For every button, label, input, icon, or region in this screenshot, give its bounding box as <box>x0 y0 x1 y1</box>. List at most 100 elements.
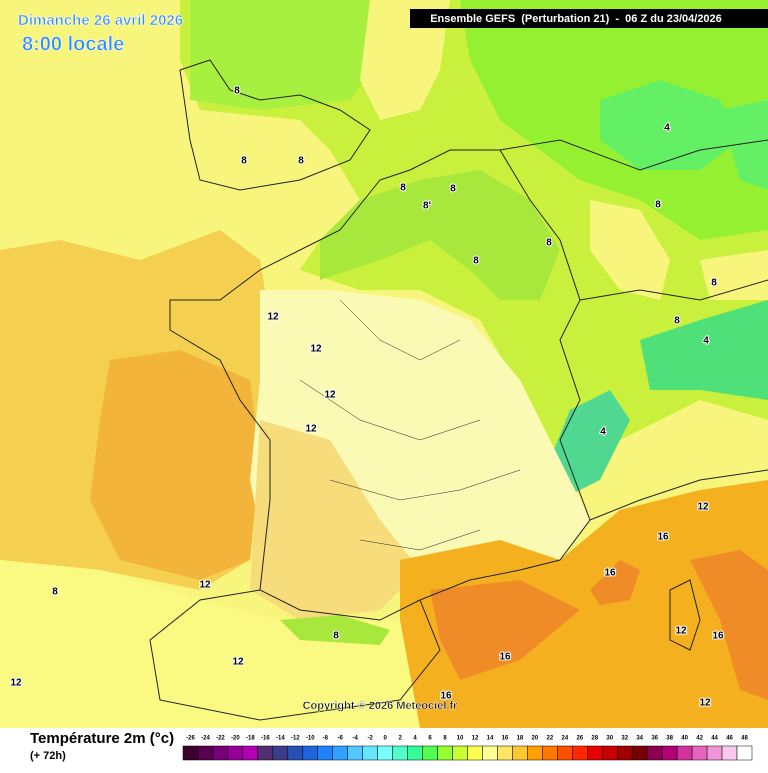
contour-label: 16 <box>657 532 669 543</box>
contour-label: 12 <box>697 502 709 513</box>
legend-tick-label: 26 <box>576 736 583 742</box>
legend-swatch <box>197 745 214 761</box>
legend-tick-label: -8 <box>323 736 329 742</box>
legend-swatch <box>332 745 348 761</box>
legend-tick-label: 24 <box>561 736 568 742</box>
legend-tick-label: 46 <box>726 736 733 742</box>
legend-tick-label: -20 <box>231 736 240 742</box>
legend-tick-label: 4 <box>413 736 417 742</box>
legend-swatch <box>392 745 408 761</box>
legend-tick-label: 32 <box>621 736 628 742</box>
legend-swatch <box>377 745 393 761</box>
legend-swatch <box>347 745 363 761</box>
legend-swatch <box>212 745 229 761</box>
contour-label: 12 <box>10 678 22 689</box>
model-box <box>410 9 768 28</box>
model-info: Ensemble GEFS (Perturbation 21) - 06 Z d… <box>430 13 722 25</box>
legend-swatch <box>661 745 678 761</box>
contour-label: 16 <box>712 631 724 642</box>
contour-label: 8 <box>711 278 717 289</box>
legend-swatch <box>676 745 693 761</box>
legend-tick-label: 0 <box>383 736 387 742</box>
legend-tick-label: -22 <box>216 736 225 742</box>
copyright: Copyright © 2026 Meteociel.fr <box>303 700 459 712</box>
legend-tick-label: -14 <box>276 736 285 742</box>
contour-label: 12 <box>305 424 317 435</box>
legend-swatch <box>691 745 708 761</box>
legend-tick-label: 38 <box>666 736 673 742</box>
legend-scale: -26 -24 -22 -20 -18 -16 -14 -12 -10 -8 -6 -4 -2 0 2 4 6 8… <box>182 736 753 761</box>
coastlines-borders <box>149 59 768 721</box>
legend-tick-label: -16 <box>261 736 270 742</box>
legend-swatch <box>512 745 528 761</box>
contour-label: 8 <box>298 156 304 167</box>
legend-tick-label: -4 <box>353 736 359 742</box>
legend-swatch <box>362 745 378 761</box>
legend-swatch <box>242 745 259 761</box>
legend-tick-label: 8 <box>443 736 447 742</box>
legend-swatch <box>437 745 453 761</box>
contour-label: 8 <box>52 587 58 598</box>
legend-swatch <box>721 745 738 761</box>
legend-tick-label: 14 <box>487 736 494 742</box>
legend-swatch <box>631 745 648 761</box>
contour-label: 8 <box>333 631 339 642</box>
legend-swatch <box>572 745 588 761</box>
legend-swatch <box>736 745 753 761</box>
contour-label: 8 <box>241 156 247 167</box>
legend-swatch <box>542 745 558 761</box>
contour-label: 16 <box>440 691 452 702</box>
legend-tick-label: 42 <box>696 736 703 742</box>
legend-tick-label: 16 <box>502 736 509 742</box>
contour-label: 12 <box>232 657 244 668</box>
legend-swatch <box>422 745 438 761</box>
legend-swatch <box>452 745 468 761</box>
contour-label: 8' <box>423 201 431 212</box>
contour-label: 12 <box>199 580 211 591</box>
legend-swatch <box>587 745 603 761</box>
legend-swatch <box>257 745 274 761</box>
legend-swatch <box>182 745 199 761</box>
contour-labels: 8 8 8 8 8 8' 8 8 4 8 8 8 4 4 12 12 12 12 12 16 16 12 8 8 12 16 12 1… <box>9 85 725 710</box>
contour-label: 4 <box>664 123 670 134</box>
contour-label: 16 <box>499 652 511 663</box>
legend-swatch <box>646 745 663 761</box>
map-subtitle: 8:00 locale <box>22 33 124 55</box>
legend-swatch <box>317 745 333 761</box>
contour-label: 4 <box>600 427 606 438</box>
legend-tick-label: 30 <box>606 736 613 742</box>
contour-label: 12 <box>324 390 336 401</box>
legend-tick-label: 18 <box>517 736 524 742</box>
contour-label: 12 <box>267 312 279 323</box>
legend-title: Température 2m (°c) <box>30 730 174 747</box>
legend-swatch <box>287 745 304 761</box>
contour-label: 12 <box>310 344 322 355</box>
legend-swatch <box>706 745 723 761</box>
legend-subtitle: (+ 72h) <box>30 750 66 762</box>
legend-tick-label: -10 <box>306 736 315 742</box>
legend-tick-label: 10 <box>457 736 464 742</box>
legend-tick-label: 6 <box>428 736 432 742</box>
legend-tick-label: 36 <box>651 736 658 742</box>
contour-label: 8 <box>674 316 680 327</box>
legend-swatch <box>527 745 543 761</box>
legend-swatch <box>602 745 618 761</box>
legend-tick-label: -12 <box>291 736 300 742</box>
legend-swatch <box>302 745 319 761</box>
temperature-field <box>0 0 768 728</box>
legend-tick-label: 20 <box>532 736 539 742</box>
contour-label: 8 <box>546 238 552 249</box>
map-title: Dimanche 26 avril 2026 <box>18 12 183 29</box>
legend-tick-label: 12 <box>472 736 479 742</box>
contour-label: 4 <box>703 336 709 347</box>
contour-label: 8 <box>400 183 406 194</box>
legend-swatch <box>482 745 498 761</box>
legend-swatch <box>467 745 483 761</box>
legend-swatch <box>407 745 423 761</box>
legend-swatch <box>272 745 289 761</box>
legend-tick-label: -2 <box>367 736 373 742</box>
legend-swatch <box>497 745 513 761</box>
contour-label: 8 <box>450 184 456 195</box>
legend-tick-label: 48 <box>741 736 748 742</box>
